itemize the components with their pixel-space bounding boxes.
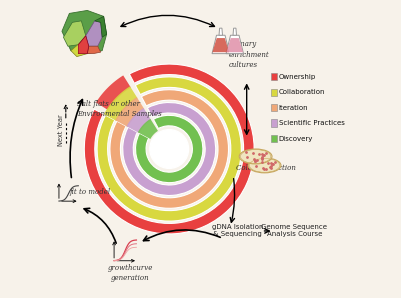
Polygon shape xyxy=(212,35,229,54)
Text: fit to model: fit to model xyxy=(69,188,111,196)
Polygon shape xyxy=(95,16,107,37)
Wedge shape xyxy=(110,90,229,208)
Bar xyxy=(271,135,277,142)
Text: Salt flats or other
Environmental Samples: Salt flats or other Environmental Sample… xyxy=(77,100,162,118)
Polygon shape xyxy=(62,10,107,54)
Polygon shape xyxy=(71,42,87,57)
Wedge shape xyxy=(123,103,216,195)
Polygon shape xyxy=(227,38,243,52)
Polygon shape xyxy=(233,28,237,35)
Text: gDNA Isolation
& Sequencing: gDNA Isolation & Sequencing xyxy=(212,224,263,238)
Polygon shape xyxy=(219,28,223,35)
Text: Next Year: Next Year xyxy=(58,114,64,145)
Bar xyxy=(271,73,277,80)
Polygon shape xyxy=(63,21,86,46)
Text: Scientific Practices: Scientific Practices xyxy=(279,120,345,126)
Text: Iteration: Iteration xyxy=(279,105,308,111)
Text: Collaboration: Collaboration xyxy=(279,89,325,95)
Polygon shape xyxy=(78,36,89,54)
Polygon shape xyxy=(86,21,102,46)
Text: growthcurve
generation: growthcurve generation xyxy=(108,264,153,282)
Text: primary
enrichment
cultures: primary enrichment cultures xyxy=(229,40,269,69)
Wedge shape xyxy=(84,64,254,234)
Text: Ownership: Ownership xyxy=(279,74,316,80)
Circle shape xyxy=(150,130,188,168)
Ellipse shape xyxy=(248,158,281,173)
Wedge shape xyxy=(97,77,241,221)
Bar xyxy=(271,104,277,111)
Text: Discovery: Discovery xyxy=(279,136,313,142)
Bar xyxy=(271,119,277,127)
Text: Colony Selection: Colony Selection xyxy=(236,164,296,172)
Ellipse shape xyxy=(239,149,272,164)
Wedge shape xyxy=(136,115,203,183)
Bar xyxy=(271,89,277,96)
Text: Genome Sequence
Analysis Course: Genome Sequence Analysis Course xyxy=(261,224,327,238)
Polygon shape xyxy=(87,46,101,54)
Polygon shape xyxy=(213,38,229,52)
Polygon shape xyxy=(226,35,243,54)
